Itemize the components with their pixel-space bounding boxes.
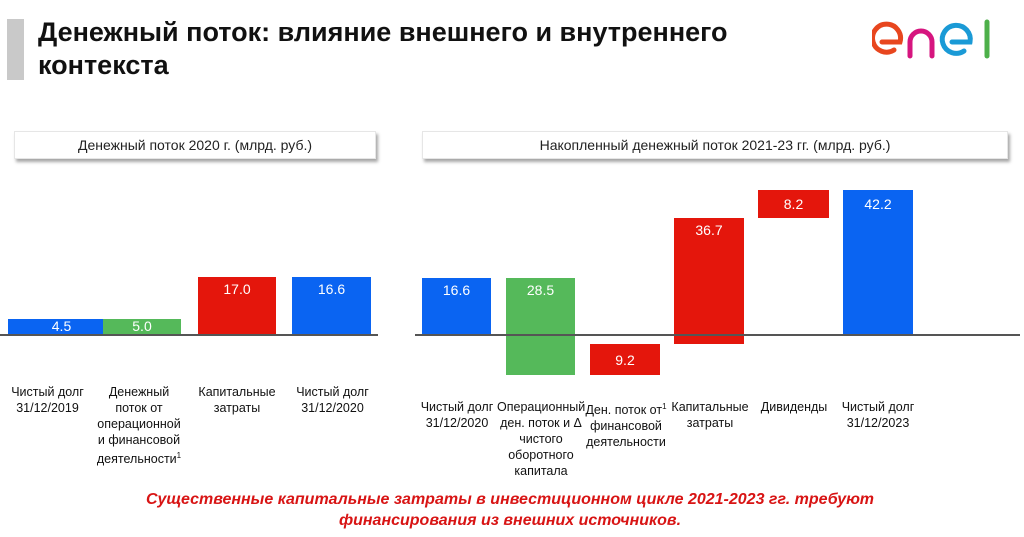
right-bar-operating-cashflow: 28.5 bbox=[506, 278, 575, 375]
right-bar-dividends: 8.2 bbox=[758, 190, 829, 218]
bar-value: 8.2 bbox=[783, 196, 804, 212]
right-chart-baseline bbox=[415, 334, 1020, 336]
right-cat-net-debt-2023: Чистый долг 31/12/2023 bbox=[841, 400, 915, 430]
right-bar-net-debt-2020: 16.6 bbox=[422, 278, 491, 334]
title-accent-bar bbox=[7, 19, 24, 80]
bar-value: 4.5 bbox=[51, 318, 72, 334]
bar-value: 16.6 bbox=[317, 281, 346, 297]
left-cat-net-debt-2019: Чистый долг 31/12/2019 bbox=[11, 385, 84, 415]
right-chart-header: Накопленный денежный поток 2021-23 гг. (… bbox=[422, 131, 1008, 159]
right-bar-net-debt-2023: 42.2 bbox=[843, 190, 913, 334]
bar-value: 5.0 bbox=[132, 318, 152, 334]
left-cat-net-debt-2020: Чистый долг 31/12/2020 bbox=[296, 385, 369, 415]
bar-value: 28.5 bbox=[526, 282, 555, 298]
enel-logo bbox=[872, 19, 990, 59]
bar-value: 17.0 bbox=[223, 281, 251, 297]
left-bar-net-debt-2020: 16.6 bbox=[292, 277, 371, 334]
bar-value: 16.6 bbox=[442, 282, 471, 298]
right-bar-capex: 36.7 bbox=[674, 218, 744, 344]
footnote-marker: 1 bbox=[176, 451, 182, 460]
bar-value: 9.2 bbox=[615, 352, 635, 368]
page-title: Денежный поток: влияние внешнего и внутр… bbox=[38, 17, 728, 80]
left-bar-net-debt-2019: 4.5 bbox=[8, 319, 115, 334]
footnote-marker: 1 bbox=[662, 402, 667, 411]
left-bar-operating-cashflow: 5.0 bbox=[103, 319, 181, 334]
right-bar-financing-cashflow: 9.2 bbox=[590, 344, 660, 375]
left-chart-baseline bbox=[0, 334, 378, 336]
left-bar-capex: 17.0 bbox=[198, 277, 276, 334]
left-cat-operating-cashflow: Денежный поток от операционной и финансо… bbox=[96, 385, 182, 467]
right-cat-financing-cashflow: Ден. поток от1 финансовой деятельности bbox=[585, 402, 667, 450]
bar-value: 36.7 bbox=[695, 222, 723, 238]
conclusion-note: Существенные капитальные затраты в инвес… bbox=[145, 491, 875, 529]
right-cat-operating-cashflow: Операционный ден. поток и Δ чистого обор… bbox=[497, 400, 586, 478]
left-chart-header: Денежный поток 2020 г. (млрд. руб.) bbox=[14, 131, 376, 159]
right-cat-net-debt-2020: Чистый долг 31/12/2020 bbox=[420, 400, 494, 430]
right-cat-dividends: Дивиденды bbox=[760, 400, 828, 414]
left-cat-capex: Капитальные затраты bbox=[198, 385, 276, 415]
right-cat-capex: Капитальные затраты bbox=[671, 400, 749, 430]
bar-value: 42.2 bbox=[864, 196, 892, 212]
